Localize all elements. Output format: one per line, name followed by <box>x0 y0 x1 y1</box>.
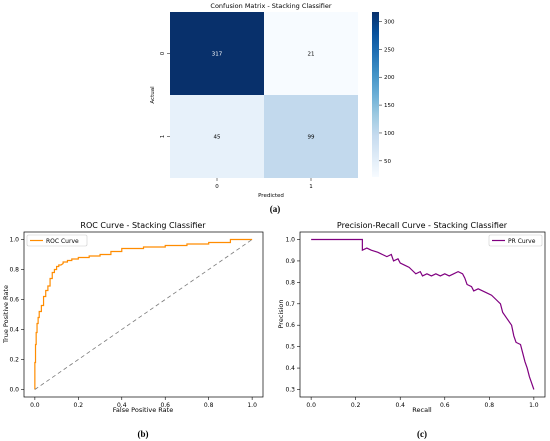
roc-plot-frame <box>23 231 264 398</box>
roc-y-tick-label: 0.8 <box>9 267 19 274</box>
panel-label-a: (a) <box>270 204 281 214</box>
pr-series-line <box>311 238 535 390</box>
roc-y-tick-label: 1.0 <box>9 237 19 244</box>
pr-y-tick-label: 0.5 <box>285 344 295 351</box>
roc-legend-label: ROC Curve <box>46 238 79 245</box>
cm-cell-value: 99 <box>308 135 315 141</box>
pr-x-tick-label: 0.0 <box>306 402 316 409</box>
roc-diagonal-line <box>34 239 253 390</box>
cm-x-tick-label: 0 <box>215 184 219 190</box>
cm-y-ticks: 01 <box>160 51 170 138</box>
cm-cell <box>170 12 264 95</box>
pr-legend-box <box>488 234 543 247</box>
pr-x-tick-label: 0.4 <box>395 402 405 409</box>
pr-x-tick-label: 0.2 <box>351 402 361 409</box>
confusion-matrix-panel: Confusion Matrix - Stacking Classifier 3… <box>150 2 395 214</box>
cm-colorbar-tick-label: 300 <box>384 19 395 25</box>
pr-legend-label: PR Curve <box>508 238 536 245</box>
roc-y-tick-label: 0.6 <box>9 297 19 304</box>
cm-ylabel: Actual <box>150 86 156 104</box>
roc-ylabel: True Positive Rate <box>2 285 10 344</box>
cm-cell <box>264 12 358 95</box>
cm-colorbar-tick-label: 150 <box>384 103 395 109</box>
pr-y-tick-label: 0.6 <box>285 322 295 329</box>
cm-colorbar <box>372 12 379 177</box>
roc-xlabel: False Positive Rate <box>113 406 173 414</box>
cm-cell-value: 317 <box>212 52 223 58</box>
panel-label-b: (b) <box>138 429 149 439</box>
pr-title: Precision-Recall Curve - Stacking Classi… <box>337 221 508 230</box>
cm-cell <box>170 95 264 178</box>
cm-cell-value: 21 <box>308 52 315 58</box>
pr-lines <box>311 238 535 390</box>
pr-plot-frame <box>299 231 546 398</box>
pr-ylabel: Precision <box>277 299 285 328</box>
cm-cell <box>264 95 358 178</box>
roc-x-tick-label: 0.4 <box>117 402 127 409</box>
roc-x-tick-label: 0.8 <box>204 402 214 409</box>
cm-cells: 317 21 45 99 <box>170 12 358 178</box>
pr-y-tick-label: 0.8 <box>285 279 295 286</box>
pr-y-tick-label: 0.7 <box>285 301 295 308</box>
pr-y-tick-label: 0.4 <box>285 365 295 372</box>
cm-colorbar-tick-label: 200 <box>384 75 395 81</box>
pr-x-tick-label: 1.0 <box>529 402 539 409</box>
pr-x-tick-label: 0.6 <box>440 402 450 409</box>
roc-y-tick-label: 0.0 <box>9 387 19 394</box>
cm-colorbar-tick-label: 250 <box>384 47 395 53</box>
panel-label-c: (c) <box>417 429 427 439</box>
cm-xlabel: Predicted <box>258 193 284 199</box>
pr-y-tick-label: 1.0 <box>285 237 295 244</box>
roc-x-tick-label: 1.0 <box>247 402 257 409</box>
pr-y-tick-label: 0.3 <box>285 387 295 394</box>
roc-x-tick-label: 0.6 <box>160 402 170 409</box>
pr-x-ticks: 0.0 0.2 0.4 0.6 0.8 1.0 <box>306 397 539 409</box>
roc-series-line <box>34 238 253 390</box>
pr-x-tick-label: 0.8 <box>485 402 495 409</box>
roc-x-ticks: 0.0 0.2 0.4 0.6 0.8 1.0 <box>30 397 257 409</box>
pr-y-tick-label: 0.9 <box>285 258 295 265</box>
roc-y-tick-label: 0.4 <box>9 327 19 334</box>
pr-legend: PR Curve <box>488 234 543 247</box>
pr-xlabel: Recall <box>412 406 432 414</box>
cm-y-tick-label: 1 <box>160 135 166 139</box>
roc-legend: ROC Curve <box>26 234 88 247</box>
roc-lines <box>34 238 253 390</box>
pr-panel: Precision-Recall Curve - Stacking Classi… <box>277 221 546 439</box>
cm-colorbar-ticks: 50 100 150 200 250 300 <box>379 19 395 165</box>
pr-y-ticks: 0.3 0.4 0.5 0.6 0.7 0.8 0.9 1.0 <box>285 237 300 394</box>
roc-legend-box <box>26 234 88 247</box>
cm-x-tick-label: 1 <box>309 184 313 190</box>
cm-title: Confusion Matrix - Stacking Classifier <box>210 2 331 10</box>
roc-x-tick-label: 0.0 <box>30 402 40 409</box>
cm-colorbar-tick-label: 50 <box>384 159 391 165</box>
cm-colorbar-tick-label: 100 <box>384 131 395 137</box>
cm-cell-value: 45 <box>214 135 221 141</box>
roc-panel: ROC Curve - Stacking Classifier 0.0 0.2 0.… <box>2 221 264 439</box>
roc-x-tick-label: 0.2 <box>74 402 84 409</box>
cm-y-tick-label: 0 <box>160 51 166 55</box>
roc-y-ticks: 0.0 0.2 0.4 0.6 0.8 1.0 <box>9 237 24 394</box>
roc-title: ROC Curve - Stacking Classifier <box>80 221 206 230</box>
roc-y-tick-label: 0.2 <box>9 357 19 364</box>
